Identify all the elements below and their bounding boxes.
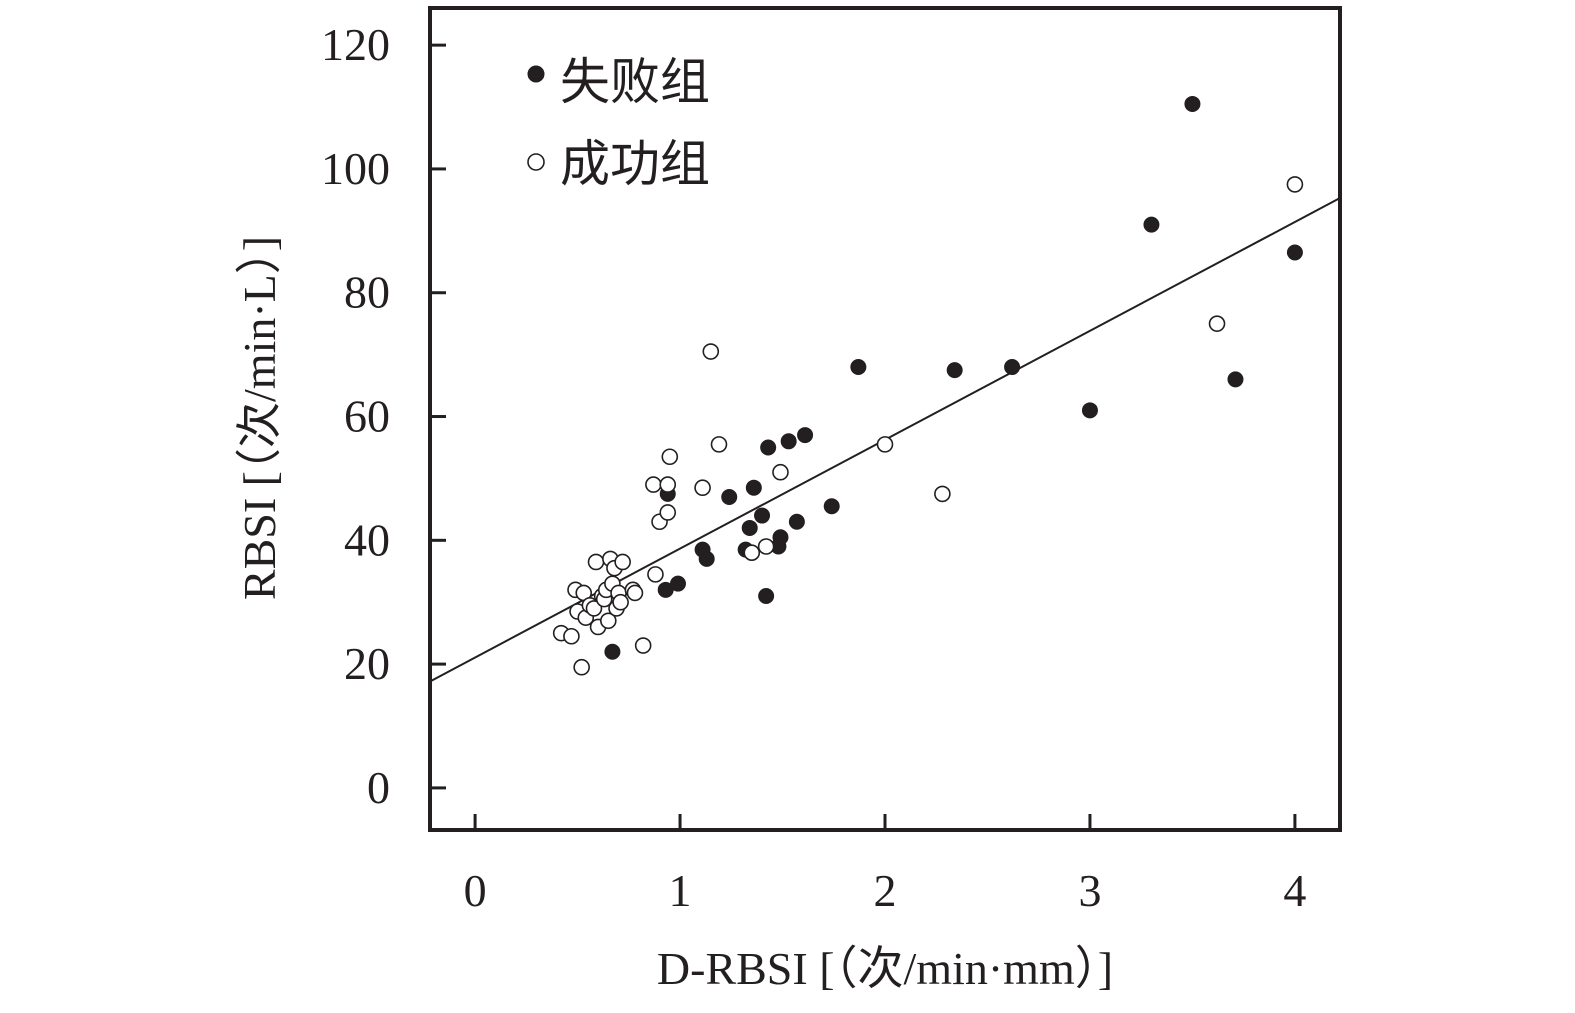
data-point-success <box>587 553 605 571</box>
data-point-success <box>694 479 711 497</box>
data-point-success <box>626 584 644 602</box>
data-point-failure <box>797 427 814 444</box>
data-point-success <box>645 476 662 493</box>
x-axis-title: D-RBSI [（次/min·mm）] <box>657 943 1113 994</box>
y-tick-label: 60 <box>344 391 390 442</box>
marks-layer: 0 20 40 60 80 100 120 0 1 2 3 4 <box>321 6 1342 916</box>
data-point-failure <box>823 498 840 515</box>
data-point-success <box>600 612 617 630</box>
data-point-failure <box>850 359 867 376</box>
data-point-success <box>634 637 652 654</box>
data-point-success <box>585 600 603 617</box>
data-point-success <box>647 566 664 583</box>
data-point-failure <box>788 513 805 530</box>
plot-frame <box>428 6 1342 832</box>
data-point-success <box>772 463 789 481</box>
data-point-failure <box>669 575 686 592</box>
data-point-success <box>934 485 951 503</box>
data-point-success <box>659 476 677 493</box>
data-point-failure <box>780 433 797 450</box>
y-tick-label: 40 <box>344 514 390 565</box>
data-point-failure <box>1227 371 1244 388</box>
x-tick-label: 3 <box>1078 865 1101 916</box>
data-point-failure <box>1081 402 1098 419</box>
data-point-success <box>612 593 629 611</box>
data-point-success <box>659 504 677 521</box>
data-point-success <box>1208 315 1226 332</box>
data-point-failure <box>721 488 738 505</box>
data-point-success <box>710 436 728 453</box>
data-point-failure <box>1184 95 1201 112</box>
data-point-success <box>1286 176 1304 193</box>
data-point-failure <box>772 529 789 546</box>
x-tick-label: 0 <box>464 865 487 916</box>
x-tick-label: 4 <box>1283 865 1306 916</box>
data-point-failure <box>745 479 762 496</box>
data-point-success <box>661 448 679 466</box>
data-point-failure <box>1143 216 1160 233</box>
legend-marker-success-group <box>527 153 545 171</box>
data-point-failure <box>754 507 771 524</box>
data-point-failure <box>604 643 621 660</box>
y-axis-title: RBSI [（次/min·L）] <box>234 236 285 600</box>
x-tick-label: 1 <box>669 865 692 916</box>
data-point-success <box>702 343 720 360</box>
data-point-success <box>573 658 590 676</box>
data-point-failure <box>698 550 715 567</box>
y-tick-label: 100 <box>321 143 390 194</box>
data-point-success <box>614 553 631 571</box>
data-point-success <box>563 627 580 645</box>
y-tick-label: 120 <box>321 19 390 70</box>
legend-label-failure-group: 失败组 <box>560 54 710 110</box>
data-point-failure <box>1004 359 1021 376</box>
data-point-failure <box>741 519 758 536</box>
legend-label-success-group: 成功组 <box>560 136 710 192</box>
y-tick-label: 20 <box>344 638 390 689</box>
data-point-success <box>876 436 894 453</box>
data-point-failure <box>1286 244 1303 261</box>
data-point-success <box>757 538 775 555</box>
data-point-success <box>743 544 761 561</box>
legend-marker-failure-group <box>527 65 545 83</box>
x-tick-label: 2 <box>874 865 897 916</box>
y-tick-label: 80 <box>344 267 390 318</box>
legend: 失败组 成功组 <box>527 54 710 192</box>
data-point-failure <box>946 362 963 379</box>
data-point-failure <box>758 588 775 605</box>
data-point-failure <box>760 439 777 456</box>
y-tick-label: 0 <box>367 762 390 813</box>
